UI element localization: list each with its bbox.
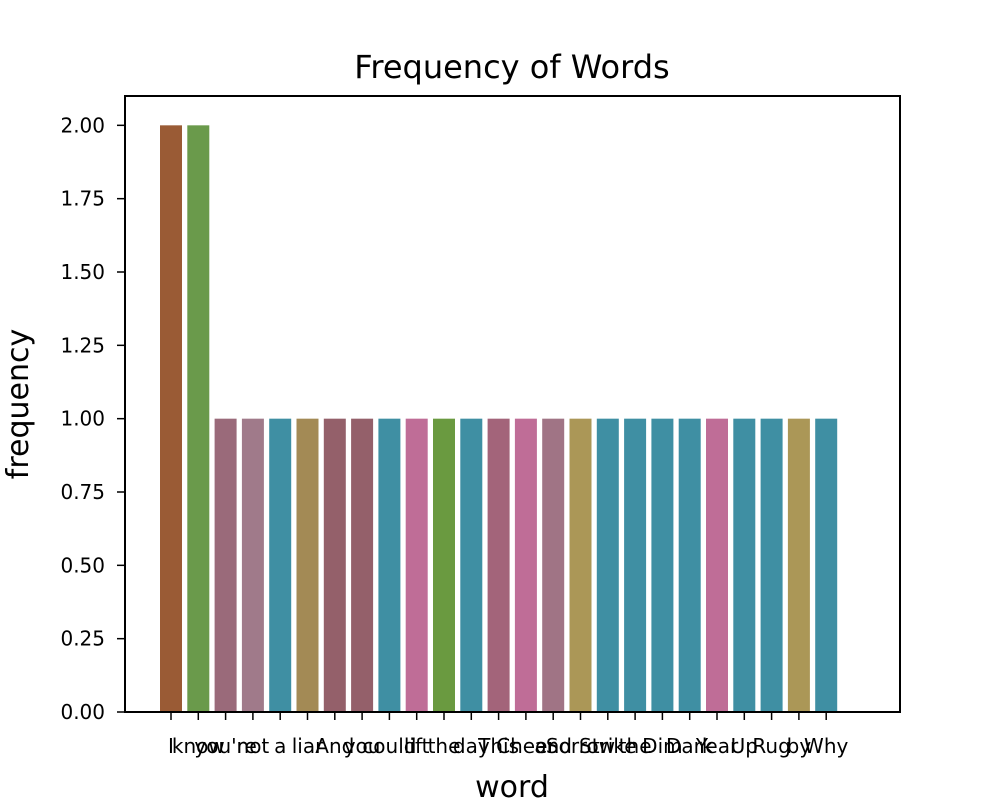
- x-tick-label: you: [344, 734, 381, 758]
- x-tick-label: Dark: [666, 734, 714, 758]
- bars-group: [160, 125, 838, 712]
- chart-title: Frequency of Words: [354, 48, 669, 86]
- x-tick-label: Why: [804, 734, 848, 758]
- bar: [815, 418, 838, 712]
- x-tick-label: you're: [194, 734, 256, 758]
- x-tick-label: Dim: [642, 734, 682, 758]
- y-tick-label: 1.50: [60, 260, 105, 284]
- y-tick-label: 1.25: [60, 333, 105, 357]
- y-tick-label: 0.50: [60, 553, 105, 577]
- bar: [323, 418, 346, 712]
- bar: [678, 418, 701, 712]
- y-tick-label: 0.00: [60, 700, 105, 724]
- bar: [351, 418, 374, 712]
- bar: [514, 418, 537, 712]
- x-tick-label: day: [453, 734, 490, 758]
- bar: [269, 418, 292, 712]
- x-tick-label: And: [315, 734, 354, 758]
- bar: [187, 125, 210, 712]
- y-tick-label: 1.00: [60, 407, 105, 431]
- x-tick-label: know: [172, 734, 225, 758]
- y-tick-label: 1.75: [60, 187, 105, 211]
- x-tick-label: by: [787, 734, 812, 758]
- plot-frame: [124, 95, 901, 713]
- x-tick-label: could: [362, 734, 416, 758]
- bar: [651, 418, 674, 712]
- bar: [596, 418, 619, 712]
- x-tick-label: lift: [404, 734, 430, 758]
- y-tick-label: 2.00: [60, 113, 105, 137]
- bar: [160, 125, 182, 712]
- x-tick-label: a: [274, 734, 286, 758]
- bar: [460, 418, 483, 712]
- x-tick-label: Up: [731, 734, 758, 758]
- x-tick-label: the: [619, 734, 652, 758]
- x-tick-label: I: [168, 734, 174, 758]
- y-tick-label: 0.75: [60, 480, 105, 504]
- y-tick-label: 0.25: [60, 627, 105, 651]
- bar: [733, 418, 756, 712]
- bar: [542, 418, 565, 712]
- x-tick-label: the: [428, 734, 461, 758]
- x-tick-label: Strike: [579, 734, 637, 758]
- bar: [487, 418, 510, 712]
- bar: [787, 418, 810, 712]
- x-tick-label: Rug: [752, 734, 790, 758]
- x-tick-label: Year: [695, 734, 739, 758]
- x-tick-label: This: [477, 734, 519, 758]
- x-tick-label: Cheer: [496, 734, 556, 758]
- bar: [241, 418, 264, 712]
- bar: [706, 418, 728, 712]
- bar: [378, 418, 401, 712]
- bar: [569, 418, 592, 712]
- x-tick-label: and: [534, 734, 572, 758]
- y-axis: 0.00 0.25 0.50 0.75 1.00 1.25 1.50 1.75 2.00: [60, 113, 125, 724]
- bar: [296, 418, 319, 712]
- x-tick-label: Sorrow: [546, 734, 615, 758]
- bar: [405, 418, 428, 712]
- x-tick-label: liar: [292, 734, 324, 758]
- bar: [214, 418, 237, 712]
- bar: [433, 418, 455, 712]
- bar: [624, 418, 647, 712]
- x-tick-label: not: [237, 734, 270, 758]
- x-axis-label: word: [475, 770, 549, 800]
- bar: [760, 418, 783, 712]
- y-axis-label: frequency: [1, 329, 36, 479]
